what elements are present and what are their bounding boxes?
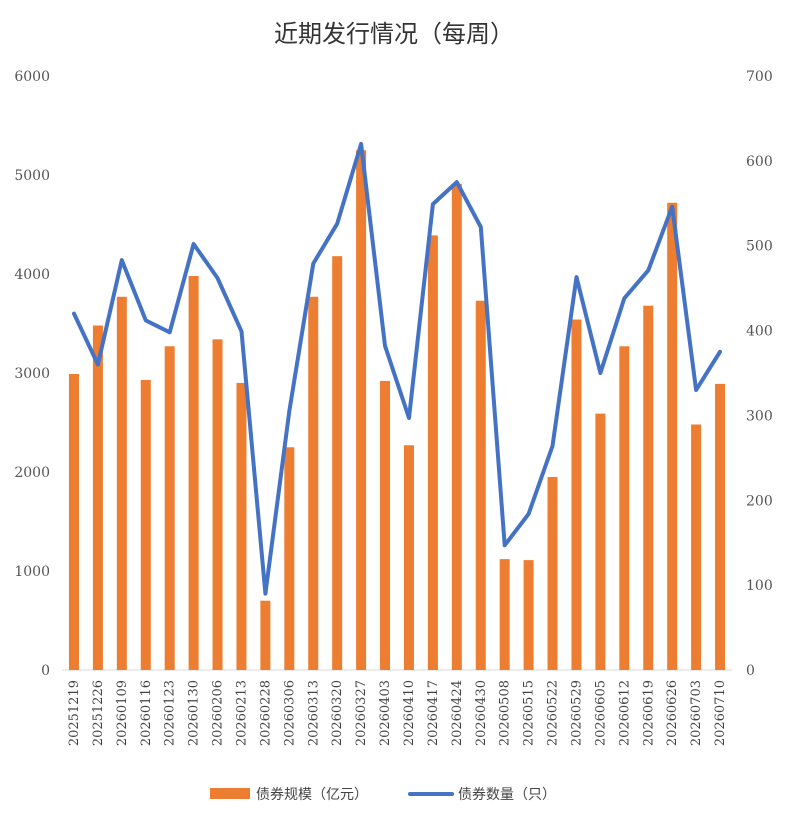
right-tick-label: 300 bbox=[746, 408, 773, 424]
bar bbox=[499, 559, 510, 670]
left-tick-label: 1000 bbox=[14, 564, 50, 580]
bar bbox=[523, 560, 534, 670]
bar bbox=[68, 373, 79, 670]
category-label: 20260605 bbox=[593, 680, 608, 746]
left-tick-label: 3000 bbox=[14, 366, 50, 382]
bar bbox=[403, 445, 414, 670]
bar bbox=[164, 346, 175, 670]
category-label: 20260703 bbox=[689, 680, 704, 746]
category-label: 20260206 bbox=[211, 680, 226, 746]
right-tick-label: 700 bbox=[746, 69, 773, 85]
category-label: 20260313 bbox=[306, 680, 321, 746]
bar bbox=[260, 600, 271, 670]
bar bbox=[475, 300, 486, 670]
bar bbox=[547, 476, 558, 670]
right-tick-label: 500 bbox=[746, 239, 773, 255]
category-label: 20260109 bbox=[115, 680, 130, 746]
bar bbox=[427, 235, 438, 670]
category-label: 20260515 bbox=[522, 680, 537, 746]
category-label: 20260228 bbox=[258, 680, 273, 746]
category-label: 20260710 bbox=[713, 680, 728, 746]
legend-line-label: 债券数量（只） bbox=[458, 787, 556, 803]
category-label: 20260529 bbox=[569, 680, 584, 746]
bar bbox=[356, 150, 367, 670]
right-tick-label: 400 bbox=[746, 324, 773, 340]
bar bbox=[691, 424, 702, 670]
bar bbox=[643, 305, 654, 670]
bar bbox=[332, 256, 343, 670]
left-tick-label: 5000 bbox=[14, 168, 50, 184]
line-series bbox=[72, 141, 722, 596]
bar bbox=[284, 447, 295, 670]
bar bbox=[595, 413, 606, 670]
bar bbox=[451, 183, 462, 670]
left-tick-label: 0 bbox=[41, 663, 50, 679]
bar bbox=[667, 202, 678, 670]
bar-series bbox=[68, 150, 726, 670]
category-label: 20260619 bbox=[641, 680, 656, 746]
category-label: 20251226 bbox=[91, 680, 106, 746]
category-label: 20260417 bbox=[426, 680, 441, 746]
category-label: 20260424 bbox=[450, 680, 465, 746]
right-tick-label: 100 bbox=[746, 578, 773, 594]
legend: 债券规模（亿元） 债券数量（只） bbox=[210, 787, 556, 803]
right-tick-label: 0 bbox=[746, 663, 755, 679]
series-line bbox=[72, 141, 722, 596]
bar bbox=[236, 382, 247, 670]
bar bbox=[308, 296, 319, 670]
category-label: 20260522 bbox=[546, 680, 561, 746]
category-label: 20260130 bbox=[187, 680, 202, 746]
bar bbox=[140, 379, 151, 670]
category-label: 20260410 bbox=[402, 680, 417, 746]
bar bbox=[212, 339, 223, 670]
x-axis: 20251219 20251226 20260109 20260116 20260123… bbox=[67, 680, 728, 746]
category-label: 20260612 bbox=[617, 680, 632, 746]
category-label: 20260320 bbox=[330, 680, 345, 746]
category-label: 20260327 bbox=[354, 680, 369, 746]
legend-bar-label: 债券规模（亿元） bbox=[256, 787, 368, 803]
category-label: 20260306 bbox=[282, 680, 297, 746]
left-tick-label: 4000 bbox=[14, 267, 50, 283]
left-tick-label: 2000 bbox=[14, 465, 50, 481]
bar bbox=[380, 380, 391, 670]
chart-title: 近期发行情况（每周） bbox=[274, 20, 514, 48]
legend-bar-swatch bbox=[210, 788, 250, 799]
category-label: 20260213 bbox=[234, 680, 249, 746]
category-label: 20260508 bbox=[498, 680, 513, 746]
category-label: 20260116 bbox=[139, 680, 154, 746]
left-axis: 0 1000 2000 3000 4000 5000 6000 bbox=[14, 69, 50, 679]
bar bbox=[619, 346, 630, 670]
bar bbox=[715, 383, 726, 670]
category-label: 20260430 bbox=[474, 680, 489, 746]
bar bbox=[116, 296, 127, 670]
bar bbox=[571, 319, 582, 670]
category-label: 20260123 bbox=[163, 680, 178, 746]
category-label: 20260403 bbox=[378, 680, 393, 746]
right-tick-label: 200 bbox=[746, 493, 773, 509]
bar bbox=[92, 325, 103, 670]
left-tick-label: 6000 bbox=[14, 69, 50, 85]
right-tick-label: 600 bbox=[746, 154, 773, 170]
bar bbox=[188, 275, 199, 670]
right-axis: 0 100 200 300 400 500 600 700 bbox=[746, 69, 773, 679]
category-label: 20260626 bbox=[665, 680, 680, 746]
category-label: 20251219 bbox=[67, 680, 82, 746]
